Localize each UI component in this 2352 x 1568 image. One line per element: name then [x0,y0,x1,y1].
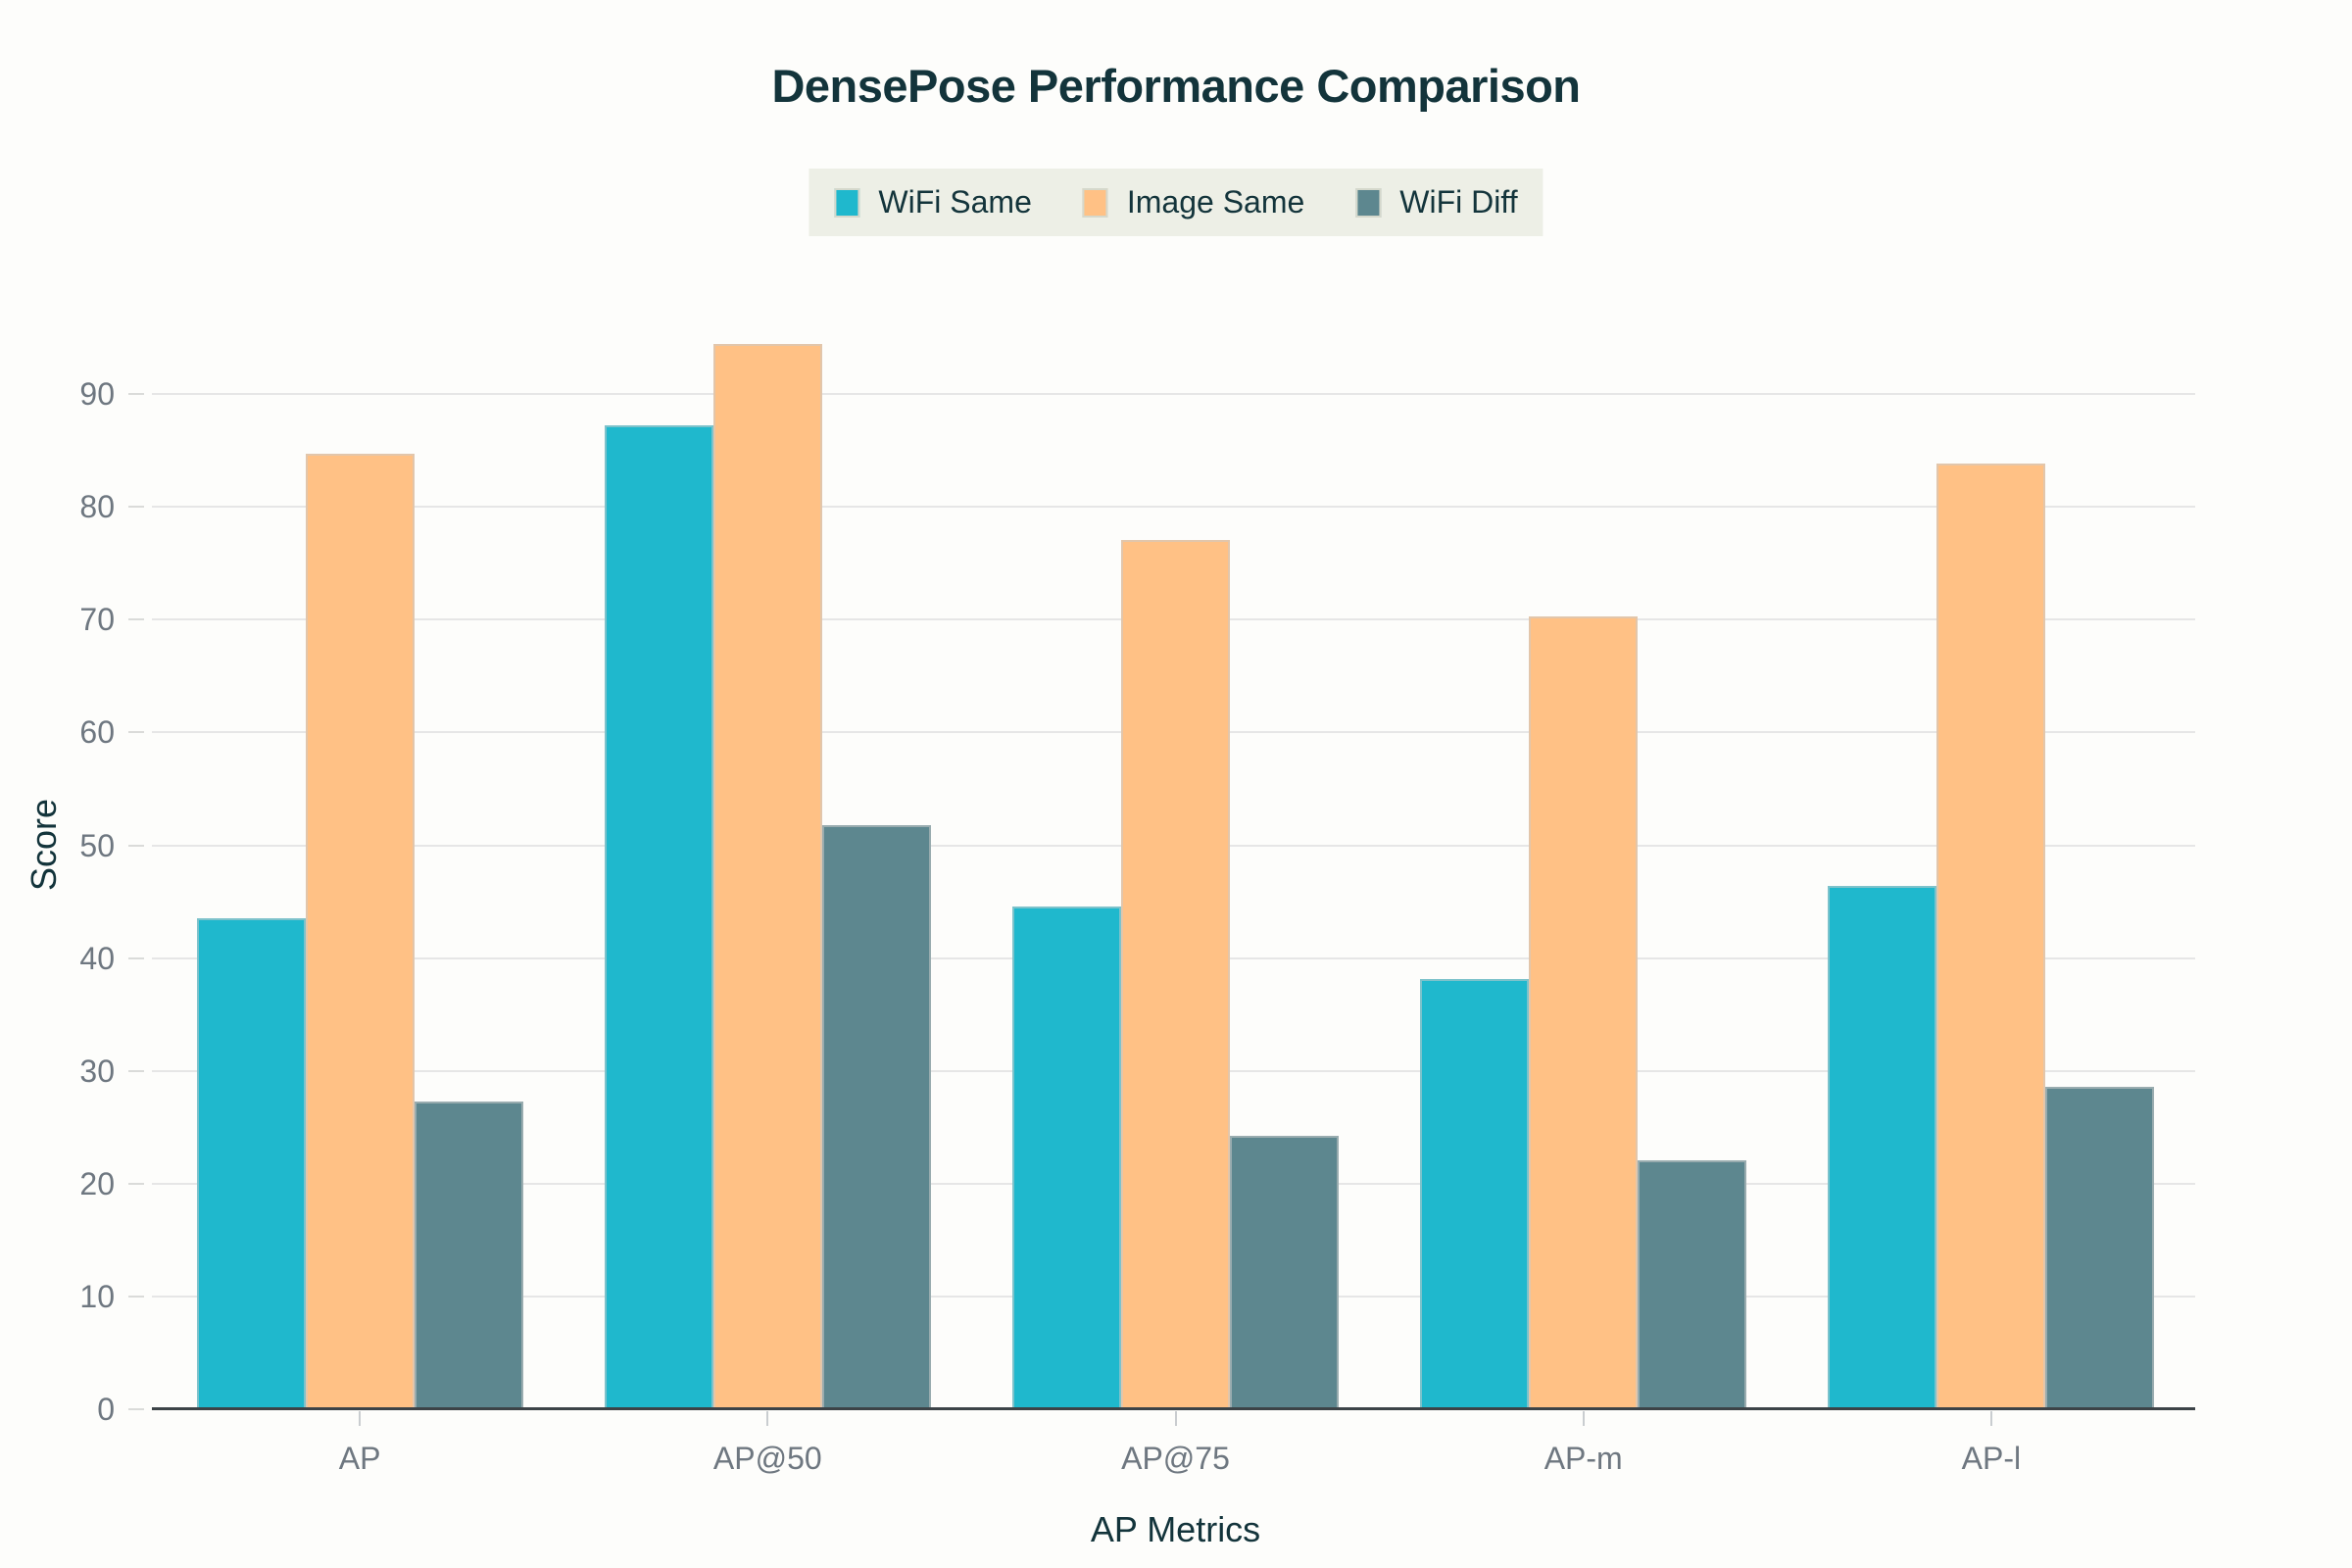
legend-label-wifi-diff: WiFi Diff [1399,184,1518,220]
bar-wifi-diff-ap-75 [1230,1136,1339,1409]
y-tick-50 [128,844,144,847]
x-tick-ap-50 [766,1411,769,1426]
bar-wifi-diff-ap-l [2045,1086,2155,1409]
bar-image-same-ap-m [1529,615,1639,1409]
y-tick-40 [128,956,144,959]
bar-wifi-diff-ap-m [1638,1159,1747,1409]
bar-wifi-same-ap-l [1828,885,1937,1409]
x-axis-line [152,1407,2195,1410]
legend: WiFi Same Image Same WiFi Diff [808,169,1544,236]
y-tick-30 [128,1069,144,1072]
y-tick-label-70: 70 [79,602,115,638]
y-tick-0 [128,1408,144,1410]
bar-wifi-same-ap-m [1420,979,1530,1409]
legend-swatch-wifi-diff [1355,187,1382,218]
bar-wifi-diff-ap [414,1101,523,1409]
y-tick-20 [128,1182,144,1185]
bar-image-same-ap-l [1936,464,2046,1409]
legend-item-image-same[interactable]: Image Same [1082,184,1305,220]
x-tick-ap-75 [1174,1411,1177,1426]
bar-wifi-same-ap-50 [604,425,713,1409]
chart-title: DensePose Performance Comparison [771,60,1581,112]
x-category-label-ap-l: AP-l [1961,1441,2022,1476]
bar-wifi-same-ap [196,918,306,1409]
y-tick-80 [128,506,144,509]
x-tick-ap-l [1989,1411,1992,1426]
y-tick-70 [128,618,144,621]
bar-wifi-diff-ap-50 [821,824,931,1409]
y-tick-label-10: 10 [79,1278,115,1314]
y-tick-60 [128,731,144,734]
x-category-label-ap: AP [338,1441,381,1476]
y-tick-label-30: 30 [79,1053,115,1089]
x-category-label-ap-m: AP-m [1544,1441,1623,1476]
y-tick-label-0: 0 [97,1392,115,1427]
y-tick-label-80: 80 [79,489,115,525]
legend-swatch-wifi-same [834,187,860,218]
bar-image-same-ap-75 [1121,539,1230,1409]
legend-item-wifi-same[interactable]: WiFi Same [834,184,1032,220]
x-axis-title: AP Metrics [1090,1509,1261,1549]
y-tick-label-90: 90 [79,376,115,413]
x-tick-ap-m [1582,1411,1585,1426]
bar-image-same-ap-50 [712,344,822,1409]
legend-label-wifi-same: WiFi Same [878,184,1032,220]
x-category-label-ap-75: AP@75 [1121,1441,1230,1476]
y-axis-title: Score [24,798,64,892]
x-tick-ap [359,1411,362,1426]
y-tick-label-20: 20 [79,1165,115,1201]
plot-area: 0 10 20 30 40 50 60 70 80 90 AP AP@50 AP@75 AP-m AP-l [79,281,2195,1476]
legend-swatch-image-same [1082,187,1108,218]
bar-wifi-same-ap-75 [1012,906,1121,1409]
y-tick-10 [128,1295,144,1298]
y-tick-90 [128,393,144,396]
bar-image-same-ap [305,454,415,1409]
legend-item-wifi-diff[interactable]: WiFi Diff [1355,184,1518,220]
legend-label-image-same: Image Same [1126,184,1305,220]
y-tick-label-60: 60 [79,714,115,751]
gridline-80 [152,506,2195,509]
gridline-90 [152,393,2195,396]
x-category-label-ap-50: AP@50 [712,1441,822,1476]
y-tick-label-40: 40 [79,940,115,976]
y-tick-label-50: 50 [79,827,115,863]
